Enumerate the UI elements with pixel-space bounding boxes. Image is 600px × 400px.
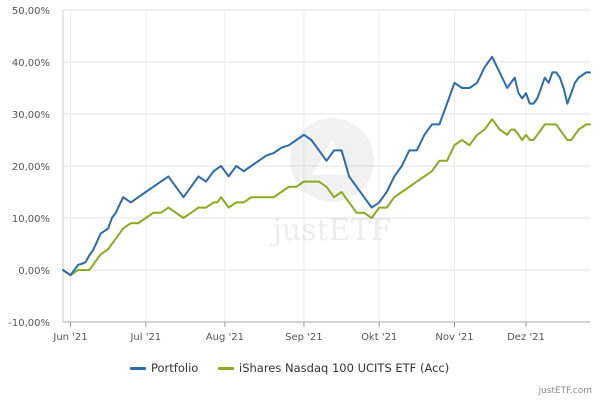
axes-layer: -10,00% 0,00% 10,00% 20,00% 30,00% 40,00% 50,0… <box>8 6 590 343</box>
y-tick-label: 50,00% <box>12 6 50 17</box>
x-tick-label: Okt '21 <box>361 332 397 343</box>
watermark-text: justETF <box>270 213 392 248</box>
x-tick-label: Dez '21 <box>507 332 545 343</box>
legend-swatch-portfolio <box>130 366 146 370</box>
credit-text[interactable]: justETF.com <box>538 386 592 396</box>
series-layer <box>62 55 591 277</box>
legend: Portfolio iShares Nasdaq 100 UCITS ETF (… <box>0 361 600 377</box>
series-line-etf[interactable] <box>62 118 591 277</box>
x-tick-label: Sep '21 <box>285 332 323 343</box>
x-tick-label: Jun '21 <box>52 332 87 343</box>
legend-label-portfolio: Portfolio <box>151 361 199 375</box>
watermark-logo-mark <box>312 140 352 175</box>
legend-label-etf: iShares Nasdaq 100 UCITS ETF (Acc) <box>239 361 450 375</box>
legend-item-etf[interactable]: iShares Nasdaq 100 UCITS ETF (Acc) <box>218 361 449 375</box>
y-tick-label: -10,00% <box>8 318 50 329</box>
legend-swatch-etf <box>218 366 234 370</box>
x-tick-label: Aug '21 <box>206 332 244 343</box>
y-tick-label: 40,00% <box>12 58 50 69</box>
x-tick-label: Nov '21 <box>435 332 473 343</box>
series-line-portfolio[interactable] <box>62 55 591 277</box>
x-tick-label: Jul '21 <box>129 332 161 343</box>
y-tick-label: 10,00% <box>12 214 50 225</box>
legend-item-portfolio[interactable]: Portfolio <box>130 361 198 375</box>
y-tick-label: 20,00% <box>12 162 50 173</box>
grid-layer <box>63 9 590 323</box>
y-tick-label: 0,00% <box>18 266 50 277</box>
y-tick-label: 30,00% <box>12 110 50 121</box>
